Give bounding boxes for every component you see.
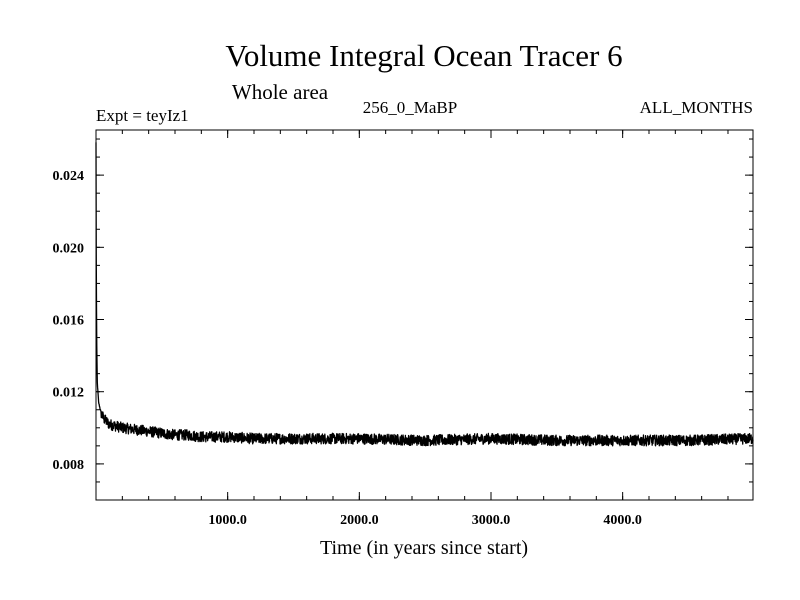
y-tick-label: 0.016 bbox=[53, 314, 85, 329]
chart-subtitle: Whole area bbox=[232, 80, 329, 104]
y-tick-label: 0.024 bbox=[53, 169, 85, 184]
series-line bbox=[95, 142, 754, 447]
experiment-label: Expt = teyIz1 bbox=[96, 106, 189, 125]
x-tick-label: 2000.0 bbox=[340, 513, 379, 528]
y-tick-label: 0.020 bbox=[53, 241, 85, 256]
x-tick-label: 3000.0 bbox=[472, 513, 511, 528]
x-axis-label: Time (in years since start) bbox=[320, 537, 528, 559]
x-tick-label: 1000.0 bbox=[208, 513, 247, 528]
y-tick-label: 0.012 bbox=[53, 386, 85, 401]
chart-title: Volume Integral Ocean Tracer 6 bbox=[225, 38, 622, 73]
months-label: ALL_MONTHS bbox=[640, 98, 753, 117]
y-tick-label: 0.008 bbox=[53, 458, 85, 473]
series-layer bbox=[95, 142, 754, 447]
run-label: 256_0_MaBP bbox=[363, 98, 457, 117]
plot-axes: 1000.0 2000.0 3000.0 4000.0 0.008 0.012 0.016 0… bbox=[53, 130, 753, 528]
x-tick-label: 4000.0 bbox=[603, 513, 642, 528]
plot-frame bbox=[95, 129, 754, 501]
